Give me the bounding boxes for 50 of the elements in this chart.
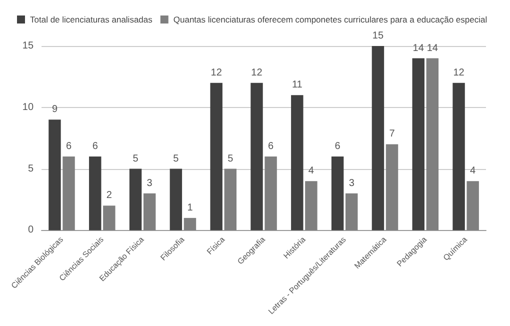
data-label: 1	[187, 202, 194, 214]
data-label: 15	[372, 30, 384, 42]
bar	[143, 193, 156, 230]
bar	[103, 206, 116, 230]
bar	[224, 168, 236, 230]
bar	[291, 95, 304, 230]
data-label: 7	[389, 128, 396, 140]
bar	[386, 144, 398, 230]
data-label: 3	[146, 178, 153, 189]
legend-label: Total de licenciaturas analisadas	[30, 14, 152, 24]
bar	[305, 181, 318, 230]
data-label: 11	[292, 80, 303, 91]
bar	[452, 82, 465, 230]
bar	[331, 156, 344, 230]
bar	[466, 181, 479, 230]
y-tick-label: 0	[28, 224, 34, 236]
data-label: 9	[52, 104, 58, 116]
bar	[129, 168, 142, 230]
bar	[48, 120, 61, 230]
bar	[264, 156, 277, 230]
data-label: 6	[334, 141, 341, 152]
data-label: 14	[412, 42, 424, 54]
data-label: 12	[210, 67, 222, 78]
data-label: 6	[66, 141, 72, 152]
bar	[426, 58, 439, 230]
y-tick-label: 10	[22, 102, 34, 113]
data-label: 6	[268, 141, 274, 152]
y-tick-label: 5	[28, 163, 34, 174]
bar	[372, 46, 384, 230]
data-label: 12	[453, 67, 465, 78]
data-label: 14	[426, 42, 438, 54]
bar	[346, 193, 358, 230]
bar	[62, 156, 75, 230]
data-label: 4	[470, 166, 476, 177]
data-label: 12	[251, 67, 263, 78]
bar	[170, 168, 182, 230]
data-label: 3	[348, 178, 355, 189]
bar	[184, 218, 196, 230]
bar	[89, 156, 102, 230]
bar	[412, 58, 424, 230]
data-label: 5	[228, 153, 234, 164]
y-tick-label: 15	[22, 40, 34, 52]
bar	[250, 82, 263, 230]
legend-label: Quantas licenciaturas oferecem componetes curriculares para a educação especial	[173, 14, 488, 24]
data-label: 5	[132, 153, 139, 164]
data-label: 6	[92, 141, 98, 152]
bar	[210, 82, 222, 230]
data-label: 5	[173, 153, 180, 164]
data-label: 2	[106, 190, 112, 202]
data-label: 4	[308, 166, 314, 177]
